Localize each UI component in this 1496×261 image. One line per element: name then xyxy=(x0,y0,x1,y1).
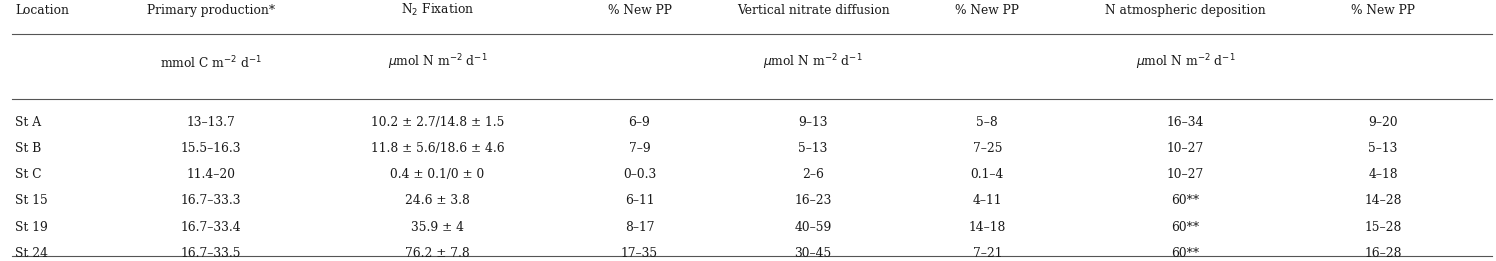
Text: 60**: 60** xyxy=(1171,247,1200,260)
Text: $\mu$mol N m$^{-2}$ d$^{-1}$: $\mu$mol N m$^{-2}$ d$^{-1}$ xyxy=(763,53,863,73)
Text: 24.6 ± 3.8: 24.6 ± 3.8 xyxy=(405,194,470,207)
Text: 10.2 ± 2.7/14.8 ± 1.5: 10.2 ± 2.7/14.8 ± 1.5 xyxy=(371,116,504,129)
Text: St B: St B xyxy=(15,142,42,155)
Text: 14–18: 14–18 xyxy=(969,221,1005,234)
Text: 8–17: 8–17 xyxy=(625,221,654,234)
Text: 11.4–20: 11.4–20 xyxy=(187,168,235,181)
Text: 14–28: 14–28 xyxy=(1364,194,1402,207)
Text: Location: Location xyxy=(15,4,69,17)
Text: 17–35: 17–35 xyxy=(621,247,658,260)
Text: 10–27: 10–27 xyxy=(1167,142,1204,155)
Text: 16.7–33.5: 16.7–33.5 xyxy=(181,247,241,260)
Text: 60**: 60** xyxy=(1171,194,1200,207)
Text: % New PP: % New PP xyxy=(607,4,672,17)
Text: St A: St A xyxy=(15,116,40,129)
Text: $\mu$mol N m$^{-2}$ d$^{-1}$: $\mu$mol N m$^{-2}$ d$^{-1}$ xyxy=(1135,53,1236,73)
Text: Primary production*: Primary production* xyxy=(147,4,275,17)
Text: 16–34: 16–34 xyxy=(1167,116,1204,129)
Text: 5–8: 5–8 xyxy=(977,116,998,129)
Text: St 15: St 15 xyxy=(15,194,48,207)
Text: St 19: St 19 xyxy=(15,221,48,234)
Text: 7–25: 7–25 xyxy=(972,142,1002,155)
Text: 15–28: 15–28 xyxy=(1364,221,1402,234)
Text: 0.1–4: 0.1–4 xyxy=(971,168,1004,181)
Text: 6–11: 6–11 xyxy=(625,194,654,207)
Text: St C: St C xyxy=(15,168,42,181)
Text: 16–28: 16–28 xyxy=(1364,247,1402,260)
Text: $\mu$mol N m$^{-2}$ d$^{-1}$: $\mu$mol N m$^{-2}$ d$^{-1}$ xyxy=(387,53,488,73)
Text: 16.7–33.3: 16.7–33.3 xyxy=(181,194,241,207)
Text: 11.8 ± 5.6/18.6 ± 4.6: 11.8 ± 5.6/18.6 ± 4.6 xyxy=(371,142,504,155)
Text: 4–18: 4–18 xyxy=(1369,168,1397,181)
Text: 15.5–16.3: 15.5–16.3 xyxy=(181,142,241,155)
Text: 2–6: 2–6 xyxy=(802,168,824,181)
Text: 16.7–33.4: 16.7–33.4 xyxy=(181,221,241,234)
Text: 13–13.7: 13–13.7 xyxy=(187,116,235,129)
Text: St 24: St 24 xyxy=(15,247,48,260)
Text: 30–45: 30–45 xyxy=(794,247,832,260)
Text: 9–20: 9–20 xyxy=(1369,116,1397,129)
Text: mmol C m$^{-2}$ d$^{-1}$: mmol C m$^{-2}$ d$^{-1}$ xyxy=(160,54,262,71)
Text: N$_2$ Fixation: N$_2$ Fixation xyxy=(401,2,474,19)
Text: 4–11: 4–11 xyxy=(972,194,1002,207)
Text: N atmospheric deposition: N atmospheric deposition xyxy=(1106,4,1266,17)
Text: Vertical nitrate diffusion: Vertical nitrate diffusion xyxy=(736,4,890,17)
Text: 5–13: 5–13 xyxy=(1369,142,1397,155)
Text: 0.4 ± 0.1/0 ± 0: 0.4 ± 0.1/0 ± 0 xyxy=(390,168,485,181)
Text: 16–23: 16–23 xyxy=(794,194,832,207)
Text: 0–0.3: 0–0.3 xyxy=(622,168,657,181)
Text: 35.9 ± 4: 35.9 ± 4 xyxy=(411,221,464,234)
Text: 76.2 ± 7.8: 76.2 ± 7.8 xyxy=(405,247,470,260)
Text: 10–27: 10–27 xyxy=(1167,168,1204,181)
Text: 7–21: 7–21 xyxy=(972,247,1002,260)
Text: 9–13: 9–13 xyxy=(799,116,827,129)
Text: % New PP: % New PP xyxy=(956,4,1019,17)
Text: 40–59: 40–59 xyxy=(794,221,832,234)
Text: 7–9: 7–9 xyxy=(628,142,651,155)
Text: 5–13: 5–13 xyxy=(799,142,827,155)
Text: % New PP: % New PP xyxy=(1351,4,1415,17)
Text: 6–9: 6–9 xyxy=(628,116,651,129)
Text: 60**: 60** xyxy=(1171,221,1200,234)
